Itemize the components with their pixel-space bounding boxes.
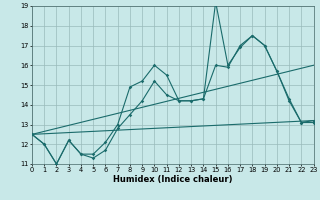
X-axis label: Humidex (Indice chaleur): Humidex (Indice chaleur) <box>113 175 233 184</box>
